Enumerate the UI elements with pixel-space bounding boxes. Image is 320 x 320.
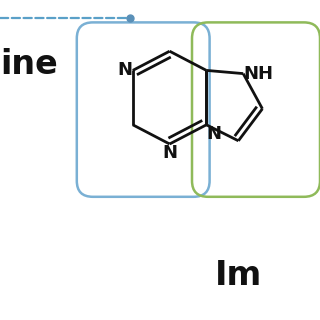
Text: N: N bbox=[206, 125, 221, 143]
Point bbox=[127, 15, 132, 20]
Text: N: N bbox=[162, 144, 177, 162]
Text: N: N bbox=[118, 61, 133, 79]
Text: Im: Im bbox=[214, 259, 262, 292]
Text: ine: ine bbox=[0, 47, 58, 81]
Text: NH: NH bbox=[243, 65, 273, 83]
